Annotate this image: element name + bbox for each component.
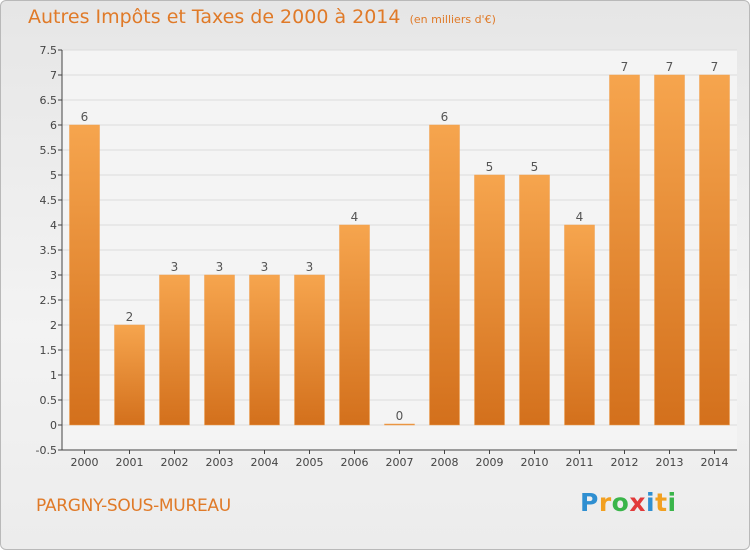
y-tick-label: 3.5 bbox=[40, 244, 58, 257]
y-tick-label: 0.5 bbox=[40, 394, 58, 407]
y-tick-label: 4 bbox=[50, 219, 57, 232]
bar bbox=[654, 74, 685, 426]
logo-letter: P bbox=[580, 488, 599, 517]
y-tick-label: 2 bbox=[50, 319, 57, 332]
bar bbox=[204, 274, 235, 426]
x-tick-label: 2008 bbox=[431, 456, 459, 469]
x-tick-label: 2003 bbox=[206, 456, 234, 469]
bar bbox=[384, 423, 415, 426]
bar bbox=[114, 324, 145, 426]
data-label: 3 bbox=[216, 260, 224, 274]
data-label: 3 bbox=[171, 260, 179, 274]
x-tick-label: 2013 bbox=[656, 456, 684, 469]
y-tick-label: 6 bbox=[50, 119, 57, 132]
y-tick-label: 1 bbox=[50, 369, 57, 382]
data-label: 5 bbox=[486, 160, 494, 174]
bar bbox=[699, 74, 730, 426]
data-label: 3 bbox=[261, 260, 269, 274]
data-label: 0 bbox=[396, 409, 404, 423]
bar bbox=[339, 224, 370, 426]
logo-letter: r bbox=[598, 488, 612, 517]
logo-letter: i bbox=[646, 488, 656, 517]
bar bbox=[69, 124, 100, 426]
data-label: 4 bbox=[576, 210, 584, 224]
y-tick-label: -0.5 bbox=[36, 444, 57, 457]
data-label: 2 bbox=[126, 310, 134, 324]
chart-title: Autres Impôts et Taxes de 2000 à 2014 (e… bbox=[28, 6, 496, 28]
y-tick-label: 5.5 bbox=[40, 144, 58, 157]
y-tick-label: 7 bbox=[50, 69, 57, 82]
bar bbox=[294, 274, 325, 426]
data-label: 4 bbox=[351, 210, 359, 224]
x-tick-label: 2006 bbox=[341, 456, 369, 469]
y-tick-label: 0 bbox=[50, 419, 57, 432]
y-tick-label: 6.5 bbox=[40, 94, 58, 107]
bar bbox=[474, 174, 505, 426]
bar bbox=[564, 224, 595, 426]
bar bbox=[609, 74, 640, 426]
bar bbox=[429, 124, 460, 426]
logo-letter: o bbox=[611, 488, 630, 517]
data-label: 6 bbox=[441, 110, 449, 124]
x-tick-label: 2010 bbox=[521, 456, 549, 469]
data-label: 5 bbox=[531, 160, 539, 174]
x-tick-label: 2001 bbox=[116, 456, 144, 469]
x-tick-label: 2002 bbox=[161, 456, 189, 469]
chart-title-text: Autres Impôts et Taxes de 2000 à 2014 bbox=[28, 6, 401, 28]
x-tick-label: 2007 bbox=[386, 456, 414, 469]
data-label: 7 bbox=[666, 60, 674, 74]
x-tick-label: 2005 bbox=[296, 456, 324, 469]
y-tick-label: 5 bbox=[50, 169, 57, 182]
x-tick-label: 2009 bbox=[476, 456, 504, 469]
x-tick-label: 2004 bbox=[251, 456, 279, 469]
x-tick-label: 2000 bbox=[71, 456, 99, 469]
commune-name: PARGNY-SOUS-MUREAU bbox=[36, 496, 231, 516]
bar bbox=[519, 174, 550, 426]
logo-letter: t bbox=[655, 488, 668, 517]
bar bbox=[159, 274, 190, 426]
x-tick-label: 2011 bbox=[566, 456, 594, 469]
chart-subtitle: (en milliers d'€) bbox=[409, 13, 496, 26]
data-label: 3 bbox=[306, 260, 314, 274]
data-label: 7 bbox=[621, 60, 629, 74]
y-tick-label: 7.5 bbox=[40, 44, 58, 57]
x-tick-label: 2014 bbox=[701, 456, 729, 469]
x-tick-label: 2012 bbox=[611, 456, 639, 469]
axes: -0.5 0 0.5 1 1.5 2 2.5 3 3.5 4 4.5 5 5.5 6 6.5 7 7.5 2000… bbox=[36, 44, 737, 469]
y-tick-label: 2.5 bbox=[40, 294, 58, 307]
bars: 6 2 3 3 3 3 4 0 6 5 5 4 7 7 7 bbox=[69, 60, 730, 426]
bar bbox=[249, 274, 280, 426]
y-tick-label: 3 bbox=[50, 269, 57, 282]
y-tick-label: 1.5 bbox=[40, 344, 58, 357]
y-tick-label: 4.5 bbox=[40, 194, 58, 207]
data-label: 7 bbox=[711, 60, 719, 74]
logo-letter: x bbox=[629, 488, 646, 517]
proxiti-logo: Proxiti bbox=[580, 488, 677, 517]
logo-letter: i bbox=[667, 488, 677, 517]
data-label: 6 bbox=[81, 110, 89, 124]
